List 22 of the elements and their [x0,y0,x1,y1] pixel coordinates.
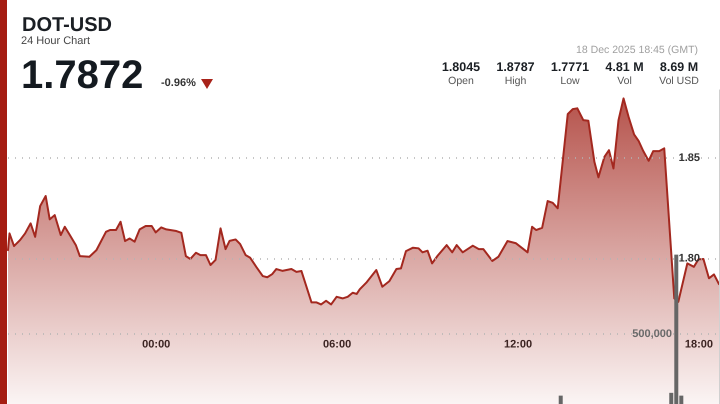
text: -0.96% [161,76,196,89]
text: 1.8045 [442,60,480,74]
x-tick-label: 06:00 [323,338,352,350]
x-tick-label: 00:00 [142,338,170,350]
text: 8.69 M [660,60,698,74]
chart-title: DOT-USD [22,14,112,36]
text: Open [448,74,474,87]
text: 1.7771 [550,60,590,74]
chart-subtitle: 24 Hour Chart [21,35,90,48]
text: Low [560,74,580,87]
text: 4.81 M [605,60,644,74]
x-tick-label: 12:00 [504,338,532,350]
y-tick-label: 1.80 [678,252,700,264]
x-tick-label: 18:00 [684,338,713,350]
text: Vol USD [659,74,699,87]
annotation: 1.7872 [21,52,144,97]
y-tick-label: 1.85 [678,152,700,164]
text: High [504,74,526,87]
y2-tick-label: 500,000 [632,328,672,340]
text: 1.8787 [496,60,535,74]
text: 18 Dec 2025 18:45 (GMT) [576,44,698,56]
text: Vol [617,74,632,87]
